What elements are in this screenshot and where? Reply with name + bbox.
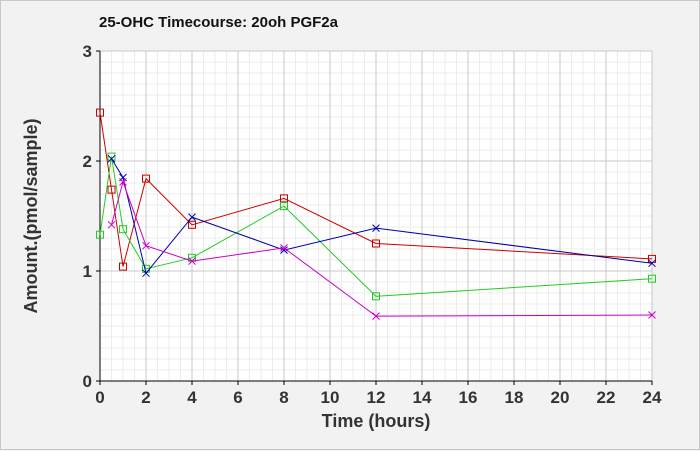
series-1: [96, 108, 656, 271]
x-tick-label: 18: [505, 388, 524, 407]
data-point-square: [648, 254, 656, 263]
y-tick-label: 2: [83, 152, 92, 171]
data-point-x: [372, 312, 380, 320]
y-tick-label: 1: [83, 262, 92, 281]
y-tick-label: 0: [83, 372, 92, 391]
data-point-square: [372, 292, 380, 301]
x-tick-label: 10: [321, 388, 340, 407]
x-tick-label: 6: [233, 388, 242, 407]
x-tick-label: 20: [551, 388, 570, 407]
data-point-square: [119, 225, 127, 234]
data-point-square: [648, 274, 656, 283]
data-point-x: [280, 244, 288, 252]
data-point-square: [107, 152, 116, 161]
x-tick-label: 22: [597, 388, 616, 407]
data-point-x: [119, 178, 127, 186]
data-point-x: [372, 224, 380, 232]
x-tick-label: 12: [367, 388, 386, 407]
x-axis-title: Time (hours): [322, 411, 431, 431]
y-axis-title: Amount.(pmol/sample): [21, 118, 41, 313]
chart-title: 25-OHC Timecourse: 20oh PGF2a: [99, 14, 339, 31]
y-tick-label: 3: [83, 42, 92, 61]
series-4: [107, 178, 656, 320]
series-line: [99, 112, 653, 267]
series-3: [107, 154, 656, 278]
data-point-square: [96, 230, 104, 239]
x-tick-label: 2: [141, 388, 150, 407]
data-point-square: [142, 174, 150, 183]
data-point-square: [119, 262, 127, 271]
data-point-x: [648, 311, 656, 319]
axes: [96, 50, 653, 385]
data-point-x: [142, 269, 150, 278]
data-point-x: [142, 241, 150, 250]
series-2: [96, 152, 656, 301]
data-point-square: [107, 185, 116, 194]
x-tick-label: 24: [643, 388, 662, 407]
data-point-square: [96, 108, 104, 117]
series-line: [99, 156, 653, 297]
x-tick-label: 16: [459, 388, 478, 407]
data-point-square: [280, 194, 288, 203]
data-point-square: [280, 202, 288, 211]
data-point-x: [188, 213, 196, 221]
data-point-square: [372, 239, 380, 248]
x-tick-label: 14: [413, 388, 432, 407]
x-tick-label: 8: [279, 388, 288, 407]
series-layer: [96, 108, 656, 320]
data-point-square: [188, 220, 196, 229]
x-tick-label: 0: [95, 388, 104, 407]
data-point-x: [107, 220, 116, 229]
data-point-x: [188, 257, 196, 265]
data-point-x: [107, 154, 116, 163]
x-tick-label: 4: [187, 388, 197, 407]
data-point-x: [648, 259, 656, 268]
